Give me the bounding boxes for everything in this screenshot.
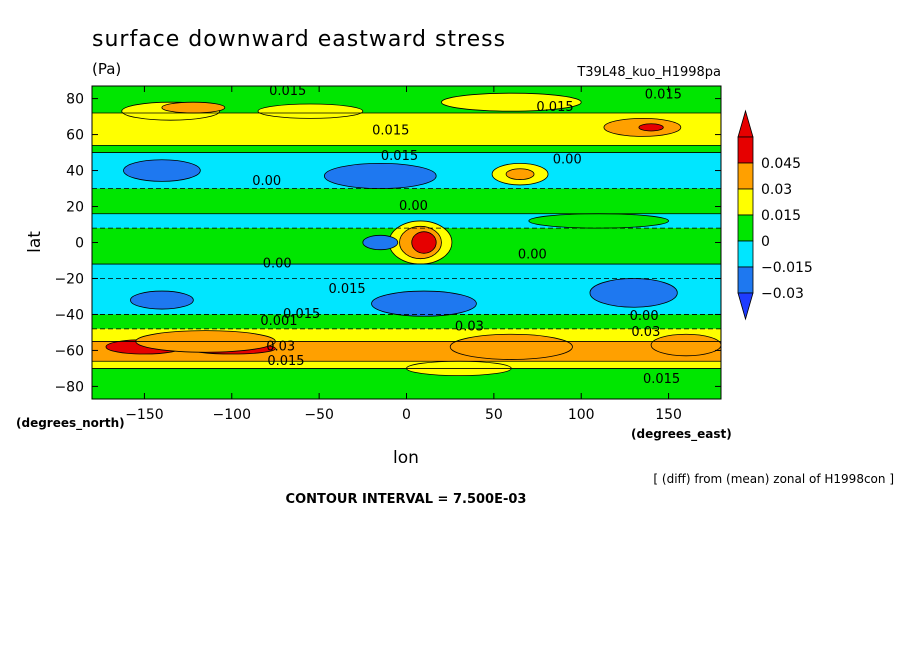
- field-blob: [411, 231, 437, 254]
- contour-label: 0.00: [553, 152, 582, 167]
- contour-label: 0.03: [266, 339, 295, 354]
- contour-label: 0.015: [328, 282, 365, 297]
- contour-label: 0.015: [645, 88, 682, 103]
- contour-label: 0.015: [372, 124, 409, 139]
- contour-label: 0.03: [455, 320, 484, 335]
- x-axis: −150 −100 −50 0 50 100 150: [125, 86, 682, 423]
- field-blob: [362, 234, 399, 251]
- run-label: T39L48_kuo_H1998pa: [576, 65, 721, 80]
- colorbar-label: 0.045: [761, 156, 801, 172]
- y-tick-label: 80: [66, 92, 84, 108]
- field-band: [92, 361, 721, 369]
- chart-title: surface downward eastward stress: [92, 27, 506, 52]
- colorbar-swatch: [737, 266, 754, 294]
- field-blob: [650, 333, 721, 357]
- field-blob: [323, 162, 437, 189]
- field-band: [92, 188, 721, 214]
- contour-label: 0.001: [260, 314, 297, 329]
- x-tick-label: −50: [304, 407, 334, 423]
- field-band: [92, 314, 721, 329]
- colorbar-label: 0.03: [761, 182, 792, 198]
- field-blob: [528, 213, 669, 229]
- x-axis-title: lon: [393, 448, 419, 468]
- field-blob: [441, 92, 582, 112]
- x-tick-label: −100: [213, 407, 251, 423]
- contour-label: 0.015: [643, 372, 680, 387]
- contour-label: 0.015: [536, 100, 573, 115]
- field-blob: [161, 101, 226, 114]
- field-blob: [123, 159, 201, 182]
- field-blob: [449, 333, 573, 360]
- contour-label: 0.03: [631, 325, 660, 340]
- colorbar-swatch: [737, 240, 754, 268]
- y-axis-title: lat: [25, 231, 45, 253]
- contour-label: 0.015: [267, 354, 304, 369]
- colorbar-label: −0.015: [761, 260, 813, 276]
- y-tick-label: 60: [66, 128, 84, 144]
- x-tick-label: −150: [125, 407, 163, 423]
- x-tick-label: 0: [402, 407, 411, 423]
- x-unit-label: (degrees_east): [631, 427, 732, 442]
- colorbar-label: −0.03: [761, 286, 804, 302]
- y-tick-label: −80: [54, 379, 84, 395]
- field-blob: [257, 103, 364, 119]
- field-blob: [638, 123, 664, 132]
- y-tick-label: 20: [66, 200, 84, 216]
- y-tick-label: −20: [54, 271, 84, 287]
- field-band: [92, 264, 721, 279]
- y-tick-label: 40: [66, 164, 84, 180]
- field-band: [92, 145, 721, 153]
- contour-label: 0.00: [263, 257, 292, 272]
- y-tick-label: 0: [75, 236, 84, 252]
- field-blob: [505, 168, 535, 180]
- field-blob: [130, 290, 194, 310]
- contour-label: 0.00: [630, 309, 659, 324]
- y-tick-label: −60: [54, 343, 84, 359]
- contour-label: 0.015: [283, 307, 320, 322]
- diff-note: [ (diff) from (mean) zonal of H1998con ]: [653, 472, 894, 486]
- colorbar-label: 0: [761, 234, 770, 250]
- field-blob: [589, 278, 678, 308]
- contour-label: 0.00: [252, 174, 281, 189]
- colorbar-swatch: [737, 162, 754, 190]
- colorbar-swatch: [737, 136, 754, 164]
- colorbar-legend: −0.03 −0.015 0 0.015 0.03 0.045: [737, 109, 813, 321]
- contour-label: 0.00: [399, 199, 428, 214]
- colorbar-underflow-arrow: [737, 292, 754, 321]
- colorbar-swatch: [737, 214, 754, 242]
- x-tick-label: 150: [655, 407, 682, 423]
- y-tick-label: −40: [54, 307, 84, 323]
- colorbar-swatch: [737, 188, 754, 216]
- contour-label: 0.015: [381, 149, 418, 164]
- units-label: (Pa): [92, 60, 121, 78]
- x-tick-label: 50: [485, 407, 503, 423]
- colorbar-label: 0.015: [761, 208, 801, 224]
- contour-label: 0.015: [269, 84, 306, 99]
- colorbar-overflow-arrow: [737, 109, 754, 138]
- contour-interval-label: CONTOUR INTERVAL = 7.500E-03: [286, 492, 527, 507]
- x-tick-label: 100: [568, 407, 595, 423]
- contour-label: 0.00: [518, 248, 547, 263]
- y-axis: −80 −60 −40 −20 0 20 40 60 80: [54, 92, 721, 395]
- y-unit-label: (degrees_north): [16, 416, 125, 431]
- field-blob: [371, 290, 477, 317]
